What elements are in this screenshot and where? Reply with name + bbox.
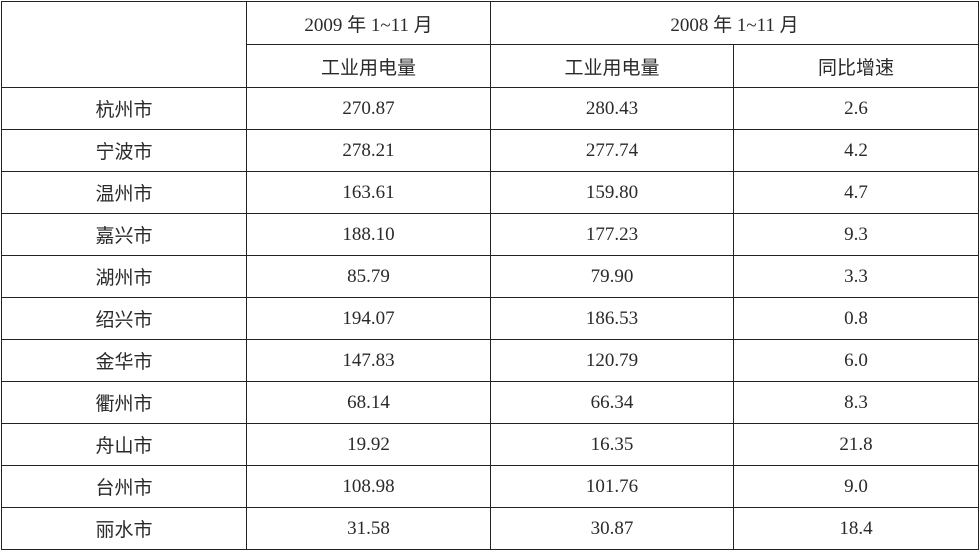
value-cell: 280.43 — [490, 87, 734, 130]
corner-cell — [1, 1, 247, 88]
value-cell: 4.7 — [732, 171, 980, 214]
value-cell: 66.34 — [490, 381, 734, 424]
table-row: 舟山市 19.92 16.35 21.8 — [1, 423, 980, 466]
value-cell: 120.79 — [490, 339, 734, 382]
value-cell: 147.83 — [246, 339, 491, 382]
table-row: 宁波市 278.21 277.74 4.2 — [1, 129, 980, 172]
value-cell: 18.4 — [732, 507, 980, 550]
city-cell: 衢州市 — [1, 381, 247, 424]
table-row: 丽水市 31.58 30.87 18.4 — [1, 507, 980, 550]
value-cell: 4.2 — [732, 129, 980, 172]
table-row: 金华市 147.83 120.79 6.0 — [1, 339, 980, 382]
value-cell: 85.79 — [246, 255, 491, 298]
city-cell: 舟山市 — [1, 423, 247, 466]
value-cell: 159.80 — [490, 171, 734, 214]
column-header: 工业用电量 — [246, 44, 491, 88]
value-cell: 277.74 — [490, 129, 734, 172]
value-cell: 3.3 — [732, 255, 980, 298]
city-cell: 杭州市 — [1, 87, 247, 130]
value-cell: 278.21 — [246, 129, 491, 172]
column-header: 同比增速 — [732, 44, 980, 88]
value-cell: 108.98 — [246, 465, 491, 508]
value-cell: 188.10 — [246, 213, 491, 256]
column-header: 工业用电量 — [490, 44, 734, 88]
value-cell: 270.87 — [246, 87, 491, 130]
value-cell: 9.0 — [732, 465, 980, 508]
city-cell: 绍兴市 — [1, 297, 247, 340]
city-cell: 金华市 — [1, 339, 247, 382]
value-cell: 16.35 — [490, 423, 734, 466]
group-header: 2008 年 1~11 月 — [489, 1, 980, 45]
value-cell: 68.14 — [246, 381, 491, 424]
table-row: 衢州市 68.14 66.34 8.3 — [1, 381, 980, 424]
value-cell: 186.53 — [490, 297, 734, 340]
table-row: 2009 年 1~11 月 2008 年 1~11 月 — [1, 1, 980, 88]
city-cell: 嘉兴市 — [1, 213, 247, 256]
city-cell: 台州市 — [1, 465, 247, 508]
value-cell: 8.3 — [732, 381, 980, 424]
city-cell: 湖州市 — [1, 255, 247, 298]
table-row: 杭州市 270.87 280.43 2.6 — [1, 87, 980, 130]
city-cell: 丽水市 — [1, 507, 247, 550]
value-cell: 79.90 — [490, 255, 734, 298]
city-cell: 温州市 — [1, 171, 247, 214]
table-row: 嘉兴市 188.10 177.23 9.3 — [1, 213, 980, 256]
value-cell: 101.76 — [490, 465, 734, 508]
group-header: 2009 年 1~11 月 — [246, 1, 491, 45]
value-cell: 30.87 — [490, 507, 734, 550]
table-row: 工业用电量 工业用电量 同比增速 — [2, 44, 980, 88]
value-cell: 177.23 — [490, 213, 734, 256]
value-cell: 19.92 — [246, 423, 491, 466]
value-cell: 194.07 — [246, 297, 491, 340]
table-row: 台州市 108.98 101.76 9.0 — [1, 465, 980, 508]
value-cell: 163.61 — [246, 171, 491, 214]
value-cell: 6.0 — [732, 339, 980, 382]
table-row: 温州市 163.61 159.80 4.7 — [1, 171, 980, 214]
value-cell: 9.3 — [732, 213, 980, 256]
value-cell: 2.6 — [732, 87, 980, 130]
value-cell: 0.8 — [732, 297, 980, 340]
table-row: 绍兴市 194.07 186.53 0.8 — [1, 297, 980, 340]
city-cell: 宁波市 — [1, 129, 247, 172]
table-row: 湖州市 85.79 79.90 3.3 — [1, 255, 980, 298]
value-cell: 21.8 — [732, 423, 980, 466]
value-cell: 31.58 — [246, 507, 491, 550]
